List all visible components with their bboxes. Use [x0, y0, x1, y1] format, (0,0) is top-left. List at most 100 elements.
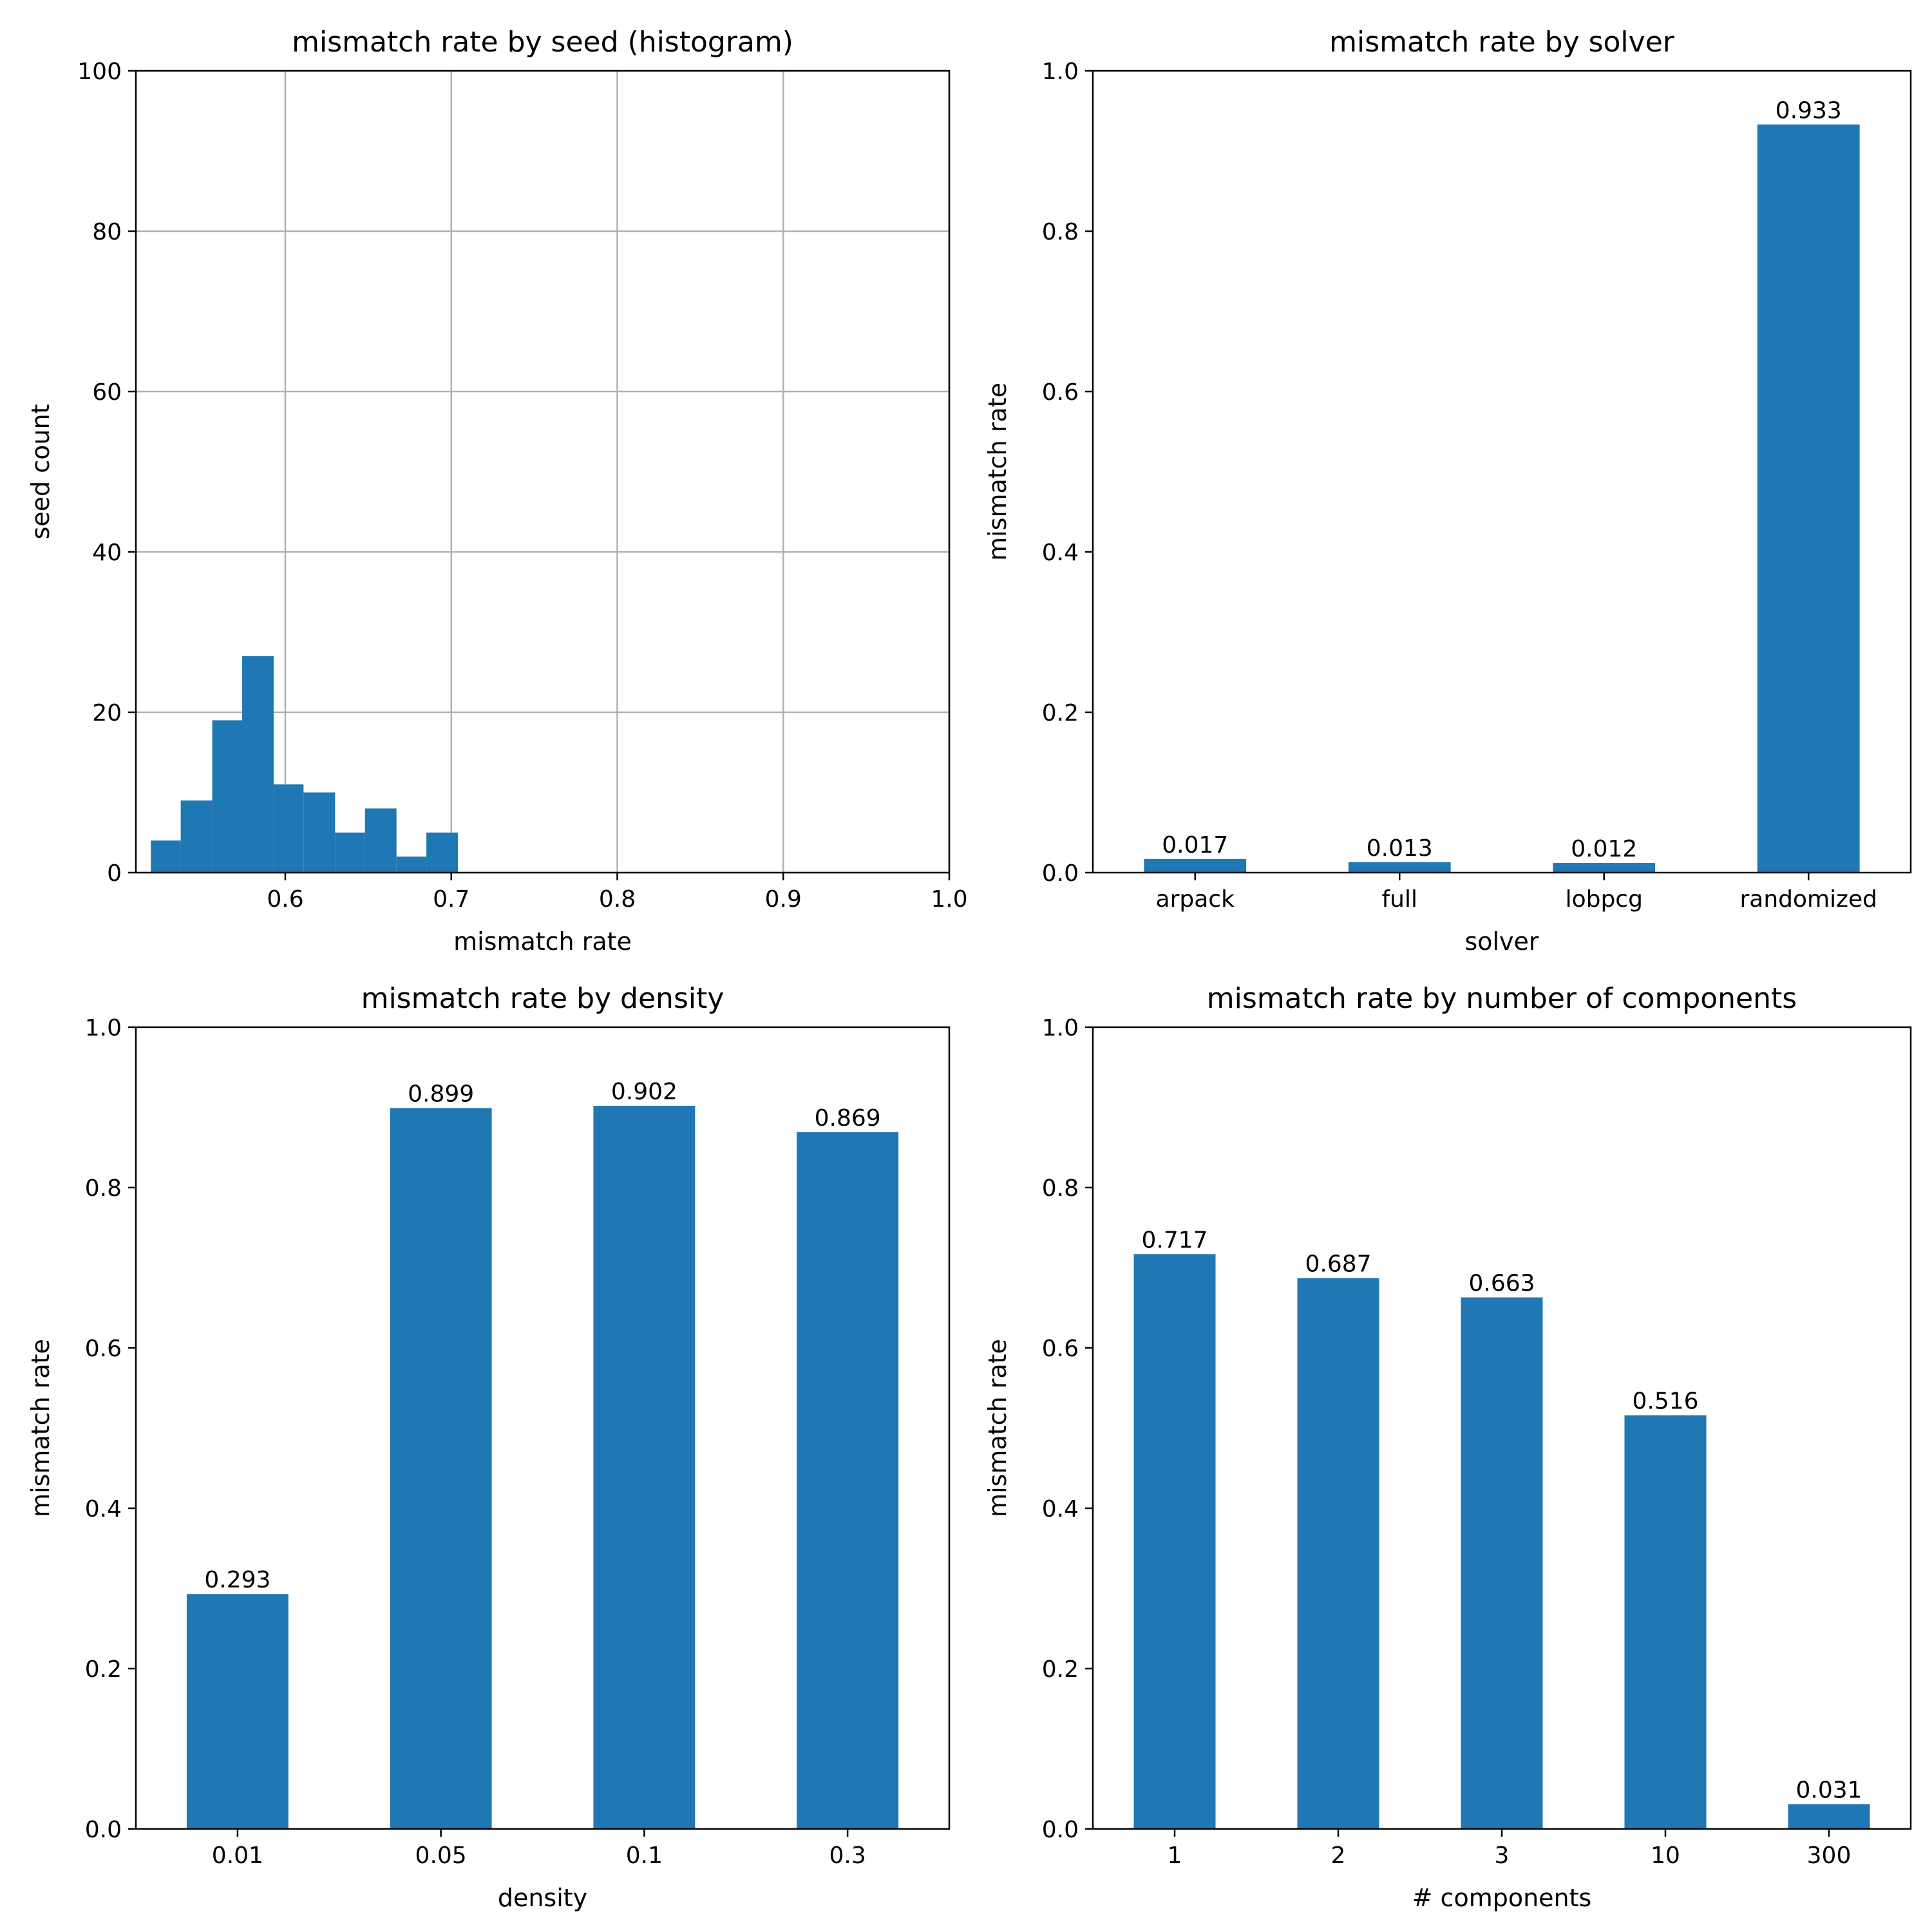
- y-tick-label: 0.8: [85, 1175, 122, 1202]
- y-tick-label: 0.2: [85, 1656, 122, 1683]
- bar-value-label: 0.663: [1468, 1271, 1535, 1297]
- chart-title: mismatch rate by seed (histogram): [292, 26, 793, 59]
- plot-frame: [135, 70, 951, 874]
- bar-0.1: [593, 1106, 696, 1829]
- bar-arpack: [1144, 858, 1247, 873]
- histogram-bar: [151, 840, 181, 873]
- bar-value-label: 0.933: [1776, 97, 1842, 124]
- y-tick-label: 0.0: [85, 1817, 122, 1843]
- bar-value-label: 0.017: [1162, 832, 1228, 858]
- y-tick-label: 1.0: [85, 1015, 122, 1041]
- bar-value-label: 0.031: [1795, 1777, 1862, 1803]
- y-tick-label: 0.4: [85, 1496, 122, 1522]
- bar-full: [1348, 862, 1451, 873]
- x-axis-label: density: [498, 1884, 587, 1912]
- y-tick-label: 1.0: [1042, 59, 1079, 85]
- bar-value-label: 0.899: [408, 1081, 474, 1108]
- chart-components: mismatch rate by number of components # …: [983, 982, 1912, 1912]
- x-tick-label: lobpcg: [1566, 886, 1643, 913]
- plot-frame: [1092, 70, 1912, 874]
- bar-0.05: [390, 1108, 492, 1829]
- y-tick-label: 0.8: [1042, 1175, 1079, 1202]
- bar-value-label: 0.717: [1141, 1227, 1208, 1253]
- bar-value-label: 0.902: [611, 1079, 677, 1105]
- x-tick-label: 0.9: [765, 886, 802, 913]
- chart-density: mismatch rate by density density mismatc…: [26, 982, 951, 1912]
- bar-value-label: 0.012: [1571, 836, 1637, 862]
- y-tick-label: 0.2: [1042, 700, 1079, 726]
- histogram-bar: [396, 857, 427, 873]
- x-tick-label: 300: [1807, 1842, 1852, 1869]
- chart-seed-histogram: mismatch rate by seed (histogram) mismat…: [26, 26, 968, 956]
- y-tick-label: 60: [92, 379, 122, 406]
- y-tick-label: 20: [92, 700, 122, 726]
- y-axis-label: seed count: [26, 404, 55, 540]
- y-tick-label: 0.6: [1042, 1336, 1079, 1362]
- x-tick-label: 0.05: [415, 1842, 467, 1869]
- y-tick-label: 0.6: [85, 1336, 122, 1362]
- bar-0.3: [797, 1132, 899, 1829]
- x-tick-label: 1.0: [931, 886, 967, 913]
- y-tick-label: 0.0: [1042, 860, 1079, 887]
- bar-lobpcg: [1553, 863, 1656, 873]
- bar-10: [1624, 1415, 1707, 1829]
- y-axis-label: mismatch rate: [26, 1339, 55, 1517]
- y-tick-label: 40: [92, 540, 122, 566]
- y-tick-label: 80: [92, 219, 122, 245]
- chart-title: mismatch rate by solver: [1329, 26, 1675, 59]
- x-tick-label: 0.01: [212, 1842, 263, 1869]
- y-tick-label: 0.0: [1042, 1817, 1079, 1843]
- y-tick-label: 0: [107, 860, 122, 887]
- bar-value-label: 0.516: [1632, 1388, 1698, 1415]
- x-tick-label: 0.3: [829, 1842, 866, 1869]
- bar-300: [1788, 1804, 1870, 1829]
- plot-frame: [135, 1026, 951, 1830]
- chart-solver: mismatch rate by solver solver mismatch …: [983, 26, 1912, 956]
- histogram-bar: [365, 808, 397, 873]
- bar-1: [1133, 1254, 1216, 1829]
- histogram-bar: [335, 832, 365, 873]
- x-tick-label: arpack: [1156, 886, 1235, 913]
- histogram-bar: [212, 720, 242, 873]
- x-tick-label: full: [1382, 886, 1418, 913]
- bar-0.01: [186, 1594, 289, 1829]
- x-tick-label: 0.6: [267, 886, 303, 913]
- y-tick-label: 0.4: [1042, 1496, 1079, 1522]
- bar-value-label: 0.869: [815, 1105, 881, 1132]
- x-tick-label: 10: [1651, 1842, 1680, 1869]
- plot-frame: [1092, 1026, 1912, 1830]
- chart-title: mismatch rate by number of components: [1207, 982, 1797, 1015]
- y-axis-label: mismatch rate: [983, 1339, 1012, 1517]
- bar-randomized: [1757, 124, 1860, 873]
- x-tick-label: 1: [1168, 1842, 1182, 1869]
- x-tick-label: 0.8: [599, 886, 636, 913]
- x-axis-label: mismatch rate: [453, 927, 632, 956]
- x-tick-label: 0.7: [433, 886, 469, 913]
- histogram-bar: [180, 800, 213, 873]
- x-axis-label: solver: [1464, 927, 1539, 956]
- histogram-bar: [303, 792, 336, 873]
- y-tick-label: 100: [77, 59, 122, 85]
- bar-value-label: 0.013: [1367, 835, 1433, 862]
- y-tick-label: 0.2: [1042, 1656, 1079, 1683]
- x-tick-label: 3: [1495, 1842, 1510, 1869]
- x-axis-label: # components: [1412, 1884, 1592, 1912]
- histogram-bar: [242, 656, 274, 873]
- x-tick-label: 0.1: [626, 1842, 663, 1869]
- y-tick-label: 0.4: [1042, 540, 1079, 566]
- histogram-bar: [273, 784, 304, 873]
- y-tick-label: 0.6: [1042, 379, 1079, 406]
- y-tick-label: 0.8: [1042, 219, 1079, 245]
- histogram-bar: [426, 832, 459, 873]
- chart-title: mismatch rate by density: [361, 982, 724, 1015]
- x-tick-label: 2: [1331, 1842, 1346, 1869]
- x-tick-label: randomized: [1739, 886, 1877, 913]
- bar-value-label: 0.687: [1305, 1251, 1371, 1278]
- bar-3: [1461, 1297, 1543, 1829]
- bar-2: [1297, 1278, 1379, 1829]
- y-tick-label: 1.0: [1042, 1015, 1079, 1041]
- y-axis-label: mismatch rate: [983, 383, 1012, 561]
- bar-value-label: 0.293: [204, 1567, 270, 1593]
